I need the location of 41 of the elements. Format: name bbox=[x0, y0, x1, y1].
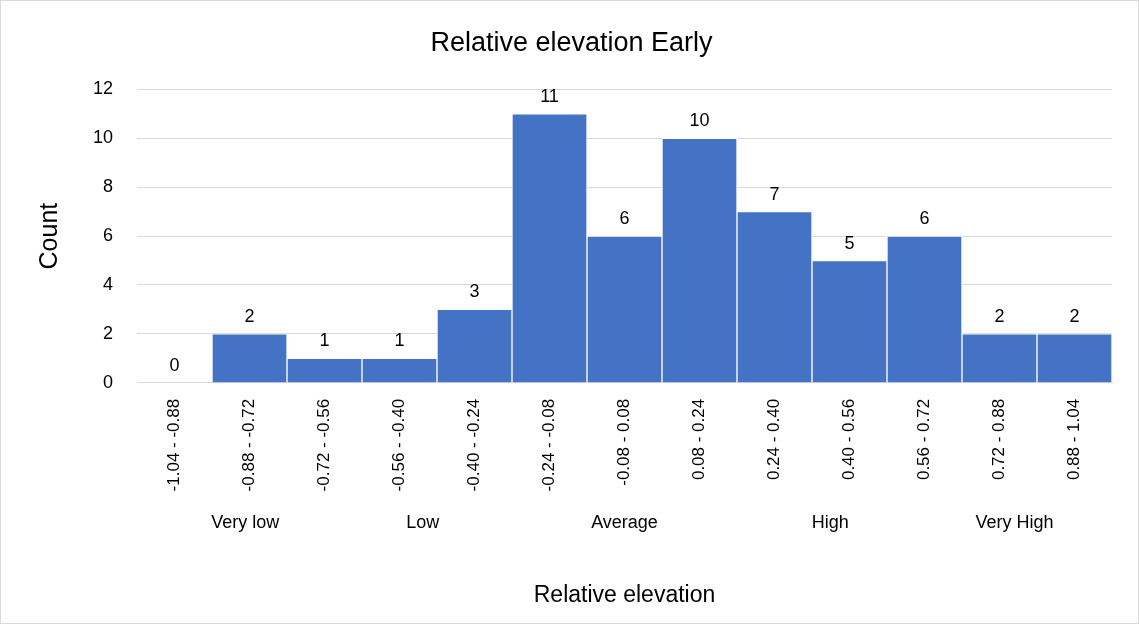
chart-title: Relative elevation Early bbox=[430, 26, 714, 57]
x-tick-label: 0.56 - 0.72 bbox=[914, 398, 934, 481]
data-label: 6 bbox=[919, 208, 930, 229]
y-tick-label: 12 bbox=[92, 78, 114, 99]
y-tick-label: 8 bbox=[103, 176, 114, 197]
data-label: 2 bbox=[244, 305, 255, 326]
data-label: 2 bbox=[994, 305, 1005, 326]
x-tick-label: -0.24 - -0.08 bbox=[539, 398, 559, 492]
data-label: 7 bbox=[769, 183, 780, 204]
x-tick-label: 0.72 - 0.88 bbox=[989, 398, 1009, 481]
text: Low bbox=[406, 511, 441, 532]
x-tick-label: 0.24 - 0.40 bbox=[764, 398, 784, 481]
x-tick-label: -0.56 - -0.40 bbox=[389, 398, 409, 492]
text: Average bbox=[591, 511, 658, 532]
x-tick-label: -0.40 - -0.24 bbox=[464, 398, 484, 492]
text: Very low bbox=[211, 511, 281, 532]
x-tick-label: -0.08 - 0.08 bbox=[614, 398, 634, 486]
y-tick-label: 4 bbox=[103, 273, 114, 294]
x-tick-label: 0.40 - 0.56 bbox=[839, 398, 859, 481]
data-label: 1 bbox=[319, 330, 330, 351]
x-tick-label: -0.72 - -0.56 bbox=[314, 398, 334, 492]
data-label: 6 bbox=[619, 208, 630, 229]
y-tick-label: 6 bbox=[103, 225, 114, 246]
y-tick-label: 2 bbox=[103, 322, 114, 343]
data-label: 3 bbox=[469, 281, 480, 302]
x-axis-title: Relative elevation bbox=[533, 580, 716, 607]
y-tick-label: 0 bbox=[103, 371, 114, 392]
x-tick-label: -1.04 - -0.88 bbox=[164, 398, 184, 492]
data-label: 0 bbox=[169, 354, 180, 375]
data-label: 11 bbox=[540, 85, 559, 106]
data-label: 10 bbox=[689, 110, 710, 131]
data-label: 2 bbox=[1069, 305, 1080, 326]
text: Very High bbox=[975, 511, 1054, 532]
x-tick-label: 0.08 - 0.24 bbox=[689, 398, 709, 481]
x-tick-label: 0.88 - 1.04 bbox=[1064, 398, 1084, 481]
y-axis-title: Count bbox=[33, 202, 62, 270]
text: High bbox=[811, 511, 849, 532]
data-label: 5 bbox=[844, 232, 855, 253]
y-tick-label: 10 bbox=[92, 127, 114, 148]
data-label: 1 bbox=[394, 330, 405, 351]
x-tick-label: -0.88 - -0.72 bbox=[239, 398, 259, 492]
